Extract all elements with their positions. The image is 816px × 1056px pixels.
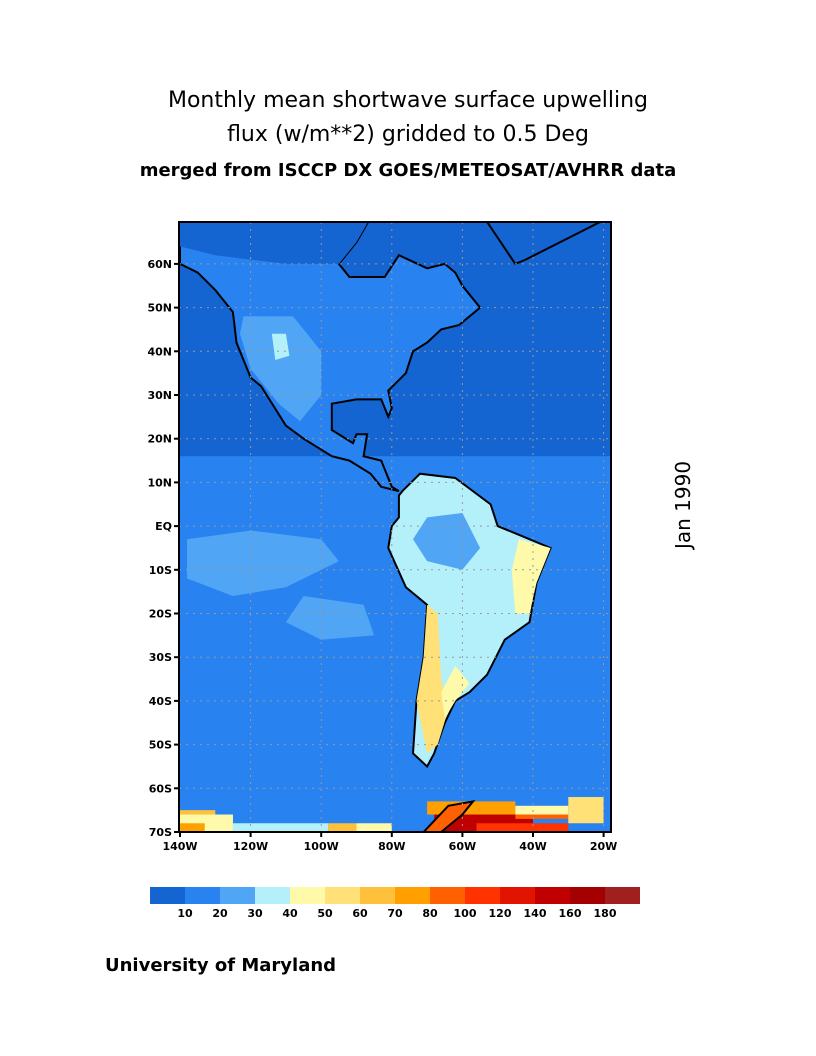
antarctic-block [356, 823, 392, 832]
lat-tick-label: 50N [147, 302, 172, 315]
colorbar-label: 40 [282, 907, 298, 920]
lat-tick-label: 10S [149, 564, 172, 577]
lat-tick-label: 10N [147, 476, 172, 489]
antarctic-block [568, 797, 604, 824]
lon-tick-label: 140W [162, 840, 197, 853]
colorbar-label: 120 [489, 907, 512, 920]
colorbar-label: 10 [177, 907, 193, 920]
title-line-2: flux (w/m**2) gridded to 0.5 Deg [227, 122, 589, 147]
pacific-patch [285, 596, 375, 640]
colorbar-label: 140 [524, 907, 547, 920]
antarctic-block [180, 823, 205, 832]
colorbar-swatch [255, 887, 290, 904]
lon-tick-label: 120W [233, 840, 268, 853]
amazon-patch [413, 513, 481, 570]
map-content [179, 222, 611, 832]
colorbar-label: 100 [454, 907, 477, 920]
rockies-patch [271, 333, 290, 360]
colorbar-swatch [570, 887, 605, 904]
colorbar-label: 60 [352, 907, 368, 920]
lon-tick-label: 20W [590, 840, 617, 853]
colorbar-swatch [360, 887, 395, 904]
north-america [179, 222, 482, 493]
antarctic-block [476, 823, 569, 832]
lat-tick-label: 40S [149, 695, 172, 708]
colorbar-label: 80 [422, 907, 438, 920]
pacific-patch [187, 530, 339, 596]
antarctic-block [328, 823, 357, 832]
colorbar-label: 70 [387, 907, 403, 920]
lon-tick-label: 40W [519, 840, 546, 853]
colorbar-label: 160 [559, 907, 582, 920]
lat-tick-label: 30N [147, 389, 172, 402]
northeast-brazil [511, 539, 551, 614]
colorbar-label: 50 [317, 907, 333, 920]
antarctic-block [515, 814, 569, 819]
arctic-land [180, 222, 369, 264]
colorbar-swatch [465, 887, 500, 904]
colorbar-swatch [185, 887, 220, 904]
lat-tick-label: 70S [149, 826, 172, 839]
lon-tick-label: 60W [449, 840, 476, 853]
western-interior [240, 316, 322, 422]
lat-tick-label: 60S [149, 782, 172, 795]
lat-tick-label: 40N [147, 345, 172, 358]
colorbar-swatch [290, 887, 325, 904]
colorbar-swatch [395, 887, 430, 904]
andes-west [416, 604, 449, 754]
lon-tick-label: 100W [304, 840, 339, 853]
colorbar-label: 180 [594, 907, 617, 920]
lat-tick-label: 50S [149, 739, 172, 752]
colorbar-swatch [430, 887, 465, 904]
antarctic-block [232, 823, 329, 832]
title-line-1: Monthly mean shortwave surface upwelling [167, 88, 648, 113]
colorbar-swatch [220, 887, 255, 904]
date-label: Jan 1990 [671, 460, 695, 550]
lat-tick-label: 60N [147, 258, 172, 271]
lat-tick-label: 30S [149, 651, 172, 664]
colorbar-swatch [325, 887, 360, 904]
colorbar-label: 20 [212, 907, 228, 920]
colorbar-swatch [500, 887, 535, 904]
title-line-3: merged from ISCCP DX GOES/METEOSAT/AVHRR… [139, 160, 677, 181]
colorbar-swatch [150, 887, 185, 904]
antarctic-peninsula [422, 799, 476, 832]
credit-label: University of Maryland [105, 955, 337, 976]
antarctic-block [515, 805, 569, 815]
pampas [441, 665, 470, 719]
colorbar-swatch [535, 887, 570, 904]
lat-tick-label: 20S [149, 608, 172, 621]
lat-tick-label: 20N [147, 433, 172, 446]
lon-tick-label: 80W [378, 840, 405, 853]
colorbar-swatch [605, 887, 640, 904]
antarctic-block [180, 810, 216, 815]
colorbar-label: 30 [247, 907, 263, 920]
lat-tick-label: EQ [155, 520, 172, 533]
